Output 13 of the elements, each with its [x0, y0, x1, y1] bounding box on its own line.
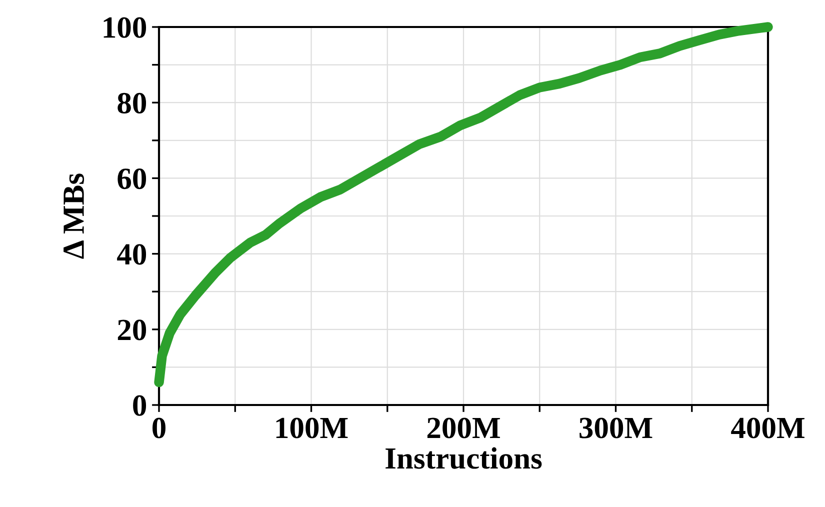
y-tick-label: 100 — [104, 17, 146, 38]
x-axis-title: Instructions — [386, 447, 542, 469]
y-tick-label: 80 — [118, 92, 146, 114]
x-tick-label: 300M — [580, 418, 652, 438]
y-tick-label: 20 — [118, 320, 146, 340]
y-axis-title: Δ MBs — [64, 174, 84, 259]
x-tick-label: 200M — [427, 418, 500, 438]
x-tick-label: 0 — [152, 418, 166, 438]
y-tick-label: 60 — [118, 168, 146, 190]
x-tick-label: 100M — [276, 418, 348, 438]
y-tick-label: 40 — [117, 244, 146, 265]
x-tick-label: 400M — [731, 418, 804, 438]
y-tick-label: 0 — [133, 395, 146, 416]
